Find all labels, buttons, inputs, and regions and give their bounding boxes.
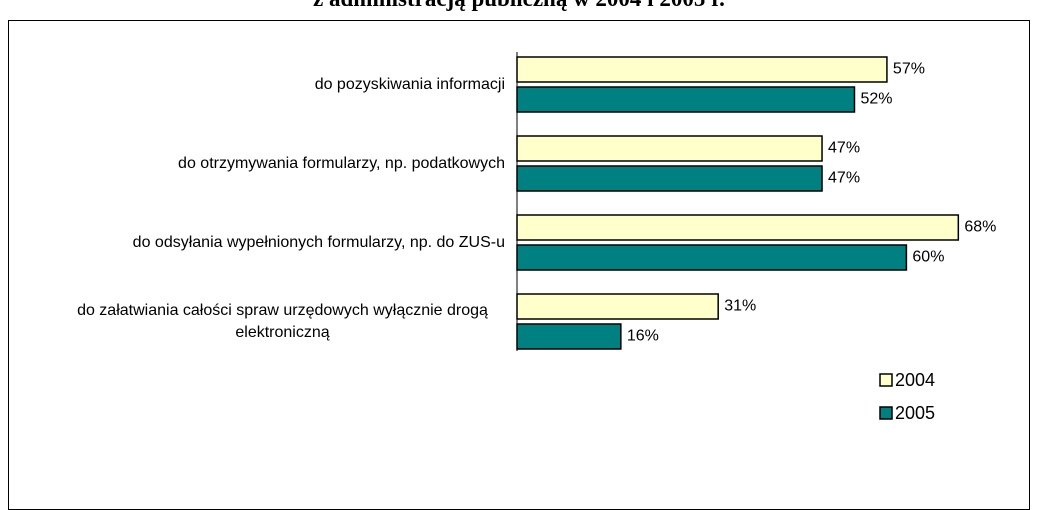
category-label: do otrzymywania formularzy, np. podatkow… <box>178 154 505 172</box>
bar <box>516 135 823 162</box>
category-label: do załatwiania całości spraw urzędowych … <box>77 301 488 341</box>
legend-label: 2005 <box>895 403 935 423</box>
value-label: 68% <box>964 219 996 236</box>
value-label: 57% <box>893 61 925 78</box>
value-label: 52% <box>860 91 892 108</box>
bar <box>516 214 960 241</box>
legend-label: 2004 <box>895 370 935 390</box>
bar <box>516 86 856 113</box>
value-label: 16% <box>627 328 659 345</box>
bar <box>516 293 719 320</box>
value-label: 60% <box>912 249 944 266</box>
chart-title: z administracją publiczną w 2004 i 2005 … <box>0 0 1038 12</box>
bar <box>516 323 622 350</box>
category-label: do pozyskiwania informacji <box>314 75 505 93</box>
legend-swatch <box>879 373 893 387</box>
category-label: do odsyłania wypełnionych formularzy, np… <box>132 233 505 251</box>
value-label: 47% <box>828 170 860 187</box>
bar <box>516 56 888 83</box>
chart: 57%52% 47% 47% 68% 60% 31% 16% 2004 2005 <box>516 52 996 423</box>
bar <box>516 165 823 192</box>
bar <box>516 244 908 271</box>
legend-swatch <box>879 406 893 420</box>
value-label: 31% <box>724 298 756 315</box>
value-label: 47% <box>828 140 860 157</box>
